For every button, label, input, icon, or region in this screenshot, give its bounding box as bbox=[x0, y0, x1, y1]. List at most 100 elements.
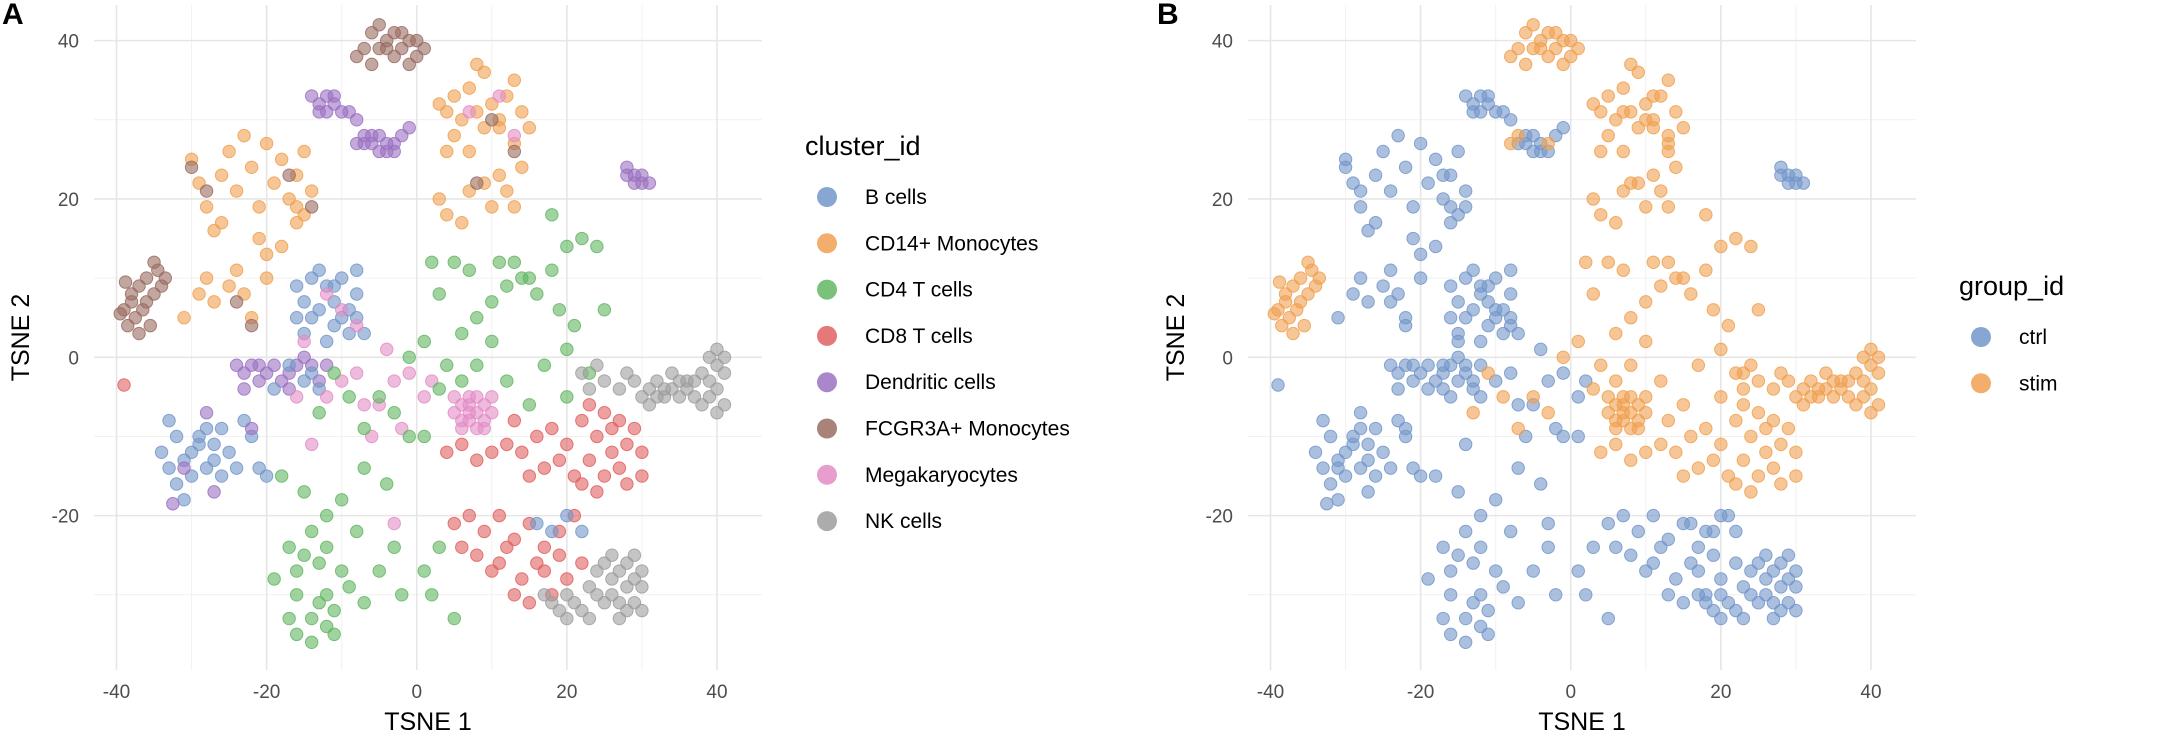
data-point bbox=[1398, 160, 1413, 174]
data-point bbox=[334, 303, 349, 317]
data-point bbox=[1391, 128, 1405, 143]
data-point bbox=[687, 390, 702, 404]
data-point bbox=[560, 611, 574, 626]
data-point bbox=[1488, 493, 1503, 507]
data-point bbox=[597, 469, 612, 483]
data-point bbox=[1624, 358, 1638, 372]
x-tick-label: -40 bbox=[1257, 682, 1284, 703]
data-point bbox=[522, 398, 537, 412]
data-point bbox=[612, 413, 627, 428]
data-point bbox=[560, 508, 574, 523]
data-point bbox=[530, 429, 544, 444]
data-point bbox=[455, 216, 469, 230]
data-point bbox=[1436, 540, 1450, 554]
data-point bbox=[1556, 57, 1570, 72]
data-point bbox=[575, 524, 589, 539]
data-point bbox=[1579, 255, 1593, 269]
data-point bbox=[1601, 255, 1615, 269]
data-point bbox=[500, 540, 514, 554]
data-point bbox=[297, 374, 311, 388]
data-point bbox=[1646, 255, 1661, 269]
data-point bbox=[590, 485, 604, 499]
data-point bbox=[1586, 287, 1600, 301]
data-point bbox=[252, 358, 266, 372]
data-point bbox=[492, 556, 507, 570]
data-point bbox=[327, 627, 341, 642]
data-point bbox=[1458, 200, 1473, 214]
data-point bbox=[1267, 307, 1281, 321]
legend-item: Megakaryocytes bbox=[817, 464, 1018, 487]
data-point bbox=[1661, 255, 1676, 269]
data-point bbox=[1466, 556, 1480, 570]
data-point bbox=[1451, 295, 1465, 309]
data-point bbox=[118, 275, 133, 289]
data-point bbox=[1691, 540, 1706, 554]
data-point bbox=[229, 461, 244, 475]
data-point bbox=[1594, 208, 1608, 222]
data-point bbox=[1609, 437, 1623, 452]
data-point bbox=[537, 461, 552, 475]
data-point bbox=[522, 596, 537, 610]
data-point bbox=[1278, 295, 1293, 309]
x-tick-label: -20 bbox=[253, 682, 280, 703]
data-point bbox=[1721, 318, 1736, 333]
data-point bbox=[1616, 144, 1630, 159]
data-point bbox=[117, 378, 131, 392]
data-point bbox=[319, 508, 334, 523]
data-point bbox=[1646, 89, 1661, 103]
data-point bbox=[1684, 287, 1698, 301]
data-point bbox=[1556, 429, 1570, 444]
data-point bbox=[1320, 497, 1334, 511]
data-point bbox=[1759, 548, 1773, 562]
data-point bbox=[1368, 469, 1383, 483]
data-point bbox=[1271, 378, 1285, 392]
data-point bbox=[1511, 128, 1525, 143]
data-point bbox=[177, 461, 191, 475]
data-point bbox=[710, 406, 724, 420]
data-point bbox=[372, 18, 386, 32]
data-point bbox=[492, 255, 507, 269]
data-point bbox=[455, 540, 469, 554]
data-point bbox=[1272, 275, 1287, 289]
data-point bbox=[470, 358, 484, 372]
data-point bbox=[259, 247, 274, 262]
data-point bbox=[1729, 366, 1743, 380]
data-point bbox=[1496, 390, 1510, 404]
legend-key bbox=[817, 233, 837, 254]
data-point bbox=[582, 611, 597, 626]
data-point bbox=[597, 374, 612, 388]
data-point bbox=[1586, 192, 1600, 206]
legend-label: CD8 T cells bbox=[865, 325, 973, 348]
data-point bbox=[710, 382, 724, 396]
data-point bbox=[1549, 588, 1563, 602]
data-point bbox=[485, 295, 499, 309]
data-point bbox=[717, 350, 732, 364]
data-point bbox=[1774, 437, 1788, 452]
legend: cluster_id B cells CD14+ Monocytes CD4 T ce… bbox=[805, 131, 1070, 533]
data-point bbox=[1376, 279, 1390, 293]
data-point bbox=[395, 26, 409, 40]
data-point bbox=[1601, 611, 1615, 626]
data-point bbox=[1323, 477, 1338, 491]
data-point bbox=[440, 445, 454, 459]
data-point bbox=[297, 334, 311, 349]
data-point bbox=[537, 358, 552, 372]
data-point bbox=[1714, 572, 1728, 586]
data-point bbox=[1661, 73, 1676, 87]
legend-key bbox=[1971, 373, 1991, 394]
data-point bbox=[1503, 113, 1518, 127]
data-point bbox=[327, 603, 341, 618]
legend-item: CD14+ Monocytes bbox=[817, 232, 1038, 255]
panel-letter: B bbox=[1157, 0, 1179, 31]
x-tick-label: 0 bbox=[1565, 682, 1576, 703]
data-point bbox=[304, 184, 319, 198]
data-point bbox=[1406, 358, 1420, 372]
data-point bbox=[1676, 469, 1691, 483]
data-point bbox=[447, 128, 461, 143]
data-point bbox=[1541, 136, 1555, 151]
panel-b: -40 -20 0 20 40 -20 0 20 40 TSNE 1 TSNE 2 Bgroup_id… bbox=[1157, 0, 2064, 734]
data-point bbox=[1481, 89, 1495, 103]
data-point bbox=[199, 200, 214, 214]
data-point bbox=[432, 287, 446, 301]
data-point bbox=[1312, 271, 1327, 285]
